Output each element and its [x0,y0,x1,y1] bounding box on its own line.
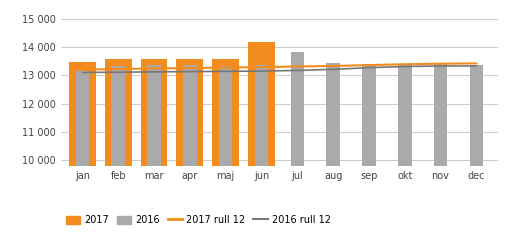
Bar [69,62,96,244]
Bar [469,65,483,244]
Bar [326,63,340,244]
Bar [362,64,376,244]
Bar [255,65,268,244]
Bar [212,59,239,244]
Bar [183,65,197,244]
Bar [147,65,161,244]
Bar [434,64,448,244]
Bar [76,71,89,244]
Legend: 2017, 2016, 2017 rull 12, 2016 rull 12: 2017, 2016, 2017 rull 12, 2016 rull 12 [66,215,331,225]
Bar [291,52,304,244]
Bar [111,66,125,244]
Bar [176,59,203,244]
Bar [398,64,411,244]
Bar [219,66,233,244]
Bar [248,42,275,244]
Bar [105,60,132,244]
Bar [141,59,168,244]
